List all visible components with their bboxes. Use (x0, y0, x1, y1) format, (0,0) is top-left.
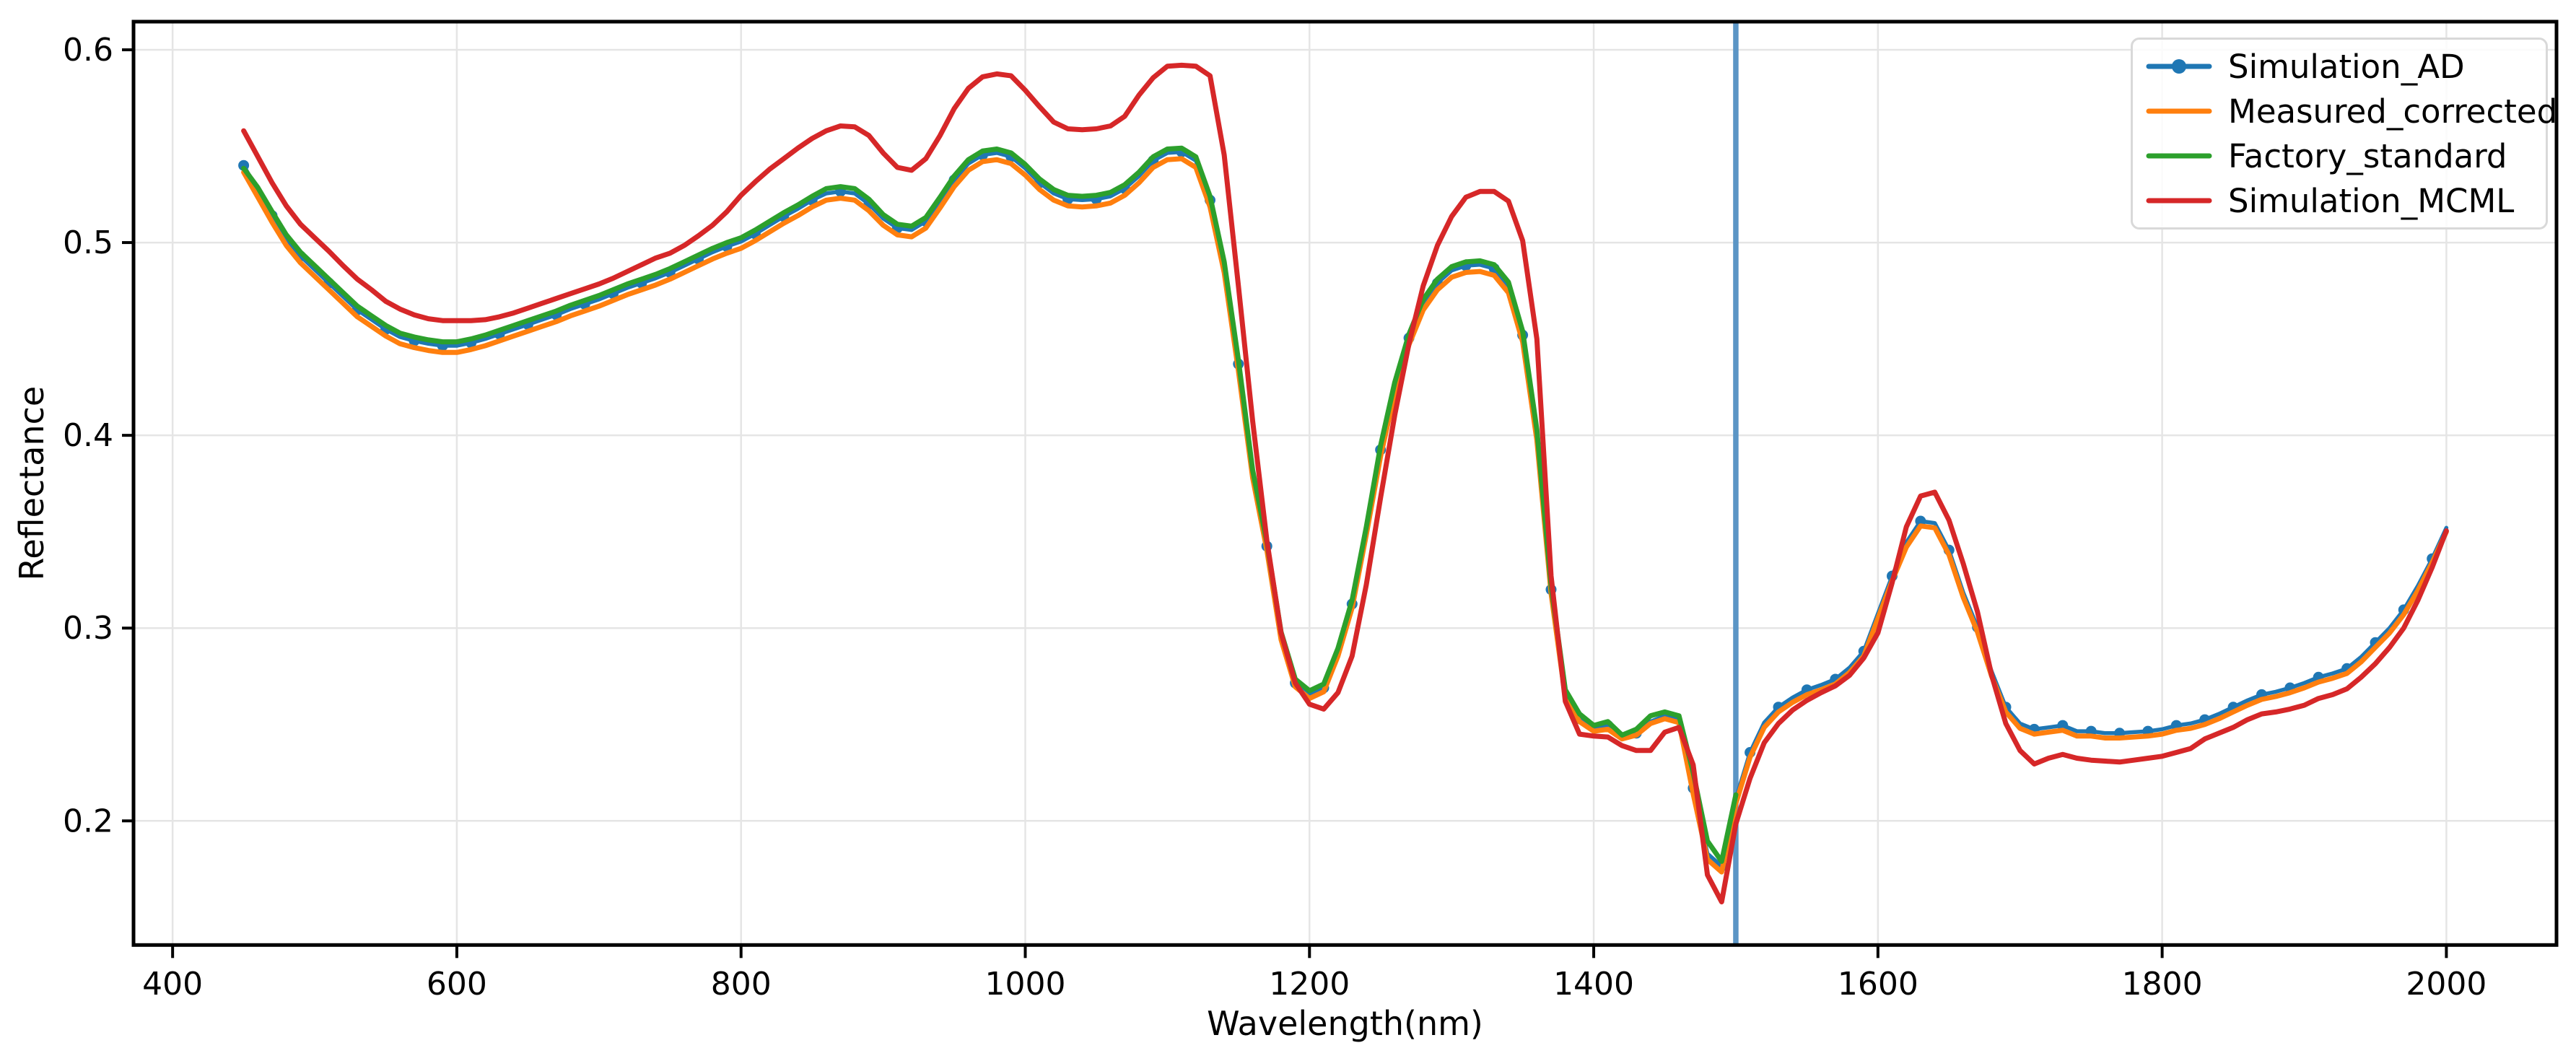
series-line-factory_standard (241, 145, 1739, 864)
legend: Simulation_AD Measured_corrected Factory… (2131, 38, 2557, 230)
y-tick-label: 0.5 (63, 224, 113, 261)
legend-label-measured-corrected: Measured_corrected (2228, 92, 2558, 131)
x-tick-label: 400 (142, 966, 203, 1003)
series-line-measured_corrected (241, 156, 2449, 875)
plot-border (131, 19, 2559, 947)
series-line-simulation_ad (241, 149, 2449, 868)
legend-item-measured-corrected: Measured_corrected (2146, 89, 2557, 133)
legend-label-simulation-mcml: Simulation_MCML (2228, 181, 2515, 220)
y-tick-label: 0.4 (63, 417, 113, 454)
x-axis-label: Wavelength(nm) (1207, 1004, 1483, 1043)
legend-line-with-dot-icon (2146, 59, 2212, 74)
legend-line-icon (2146, 198, 2212, 204)
x-tick-label: 2000 (2406, 966, 2487, 1003)
legend-line-icon (2146, 153, 2212, 159)
x-tick-label: 800 (711, 966, 772, 1003)
y-tick-label: 0.6 (63, 32, 113, 69)
y-axis-label: Reflectance (12, 386, 51, 581)
x-tick-label: 1400 (1553, 966, 1634, 1003)
y-tick-label: 0.3 (63, 610, 113, 647)
x-tick-label: 1600 (1838, 966, 1918, 1003)
legend-item-simulation-ad: Simulation_AD (2146, 45, 2546, 88)
legend-label-factory-standard: Factory_standard (2228, 136, 2507, 175)
legend-label-simulation-ad: Simulation_AD (2228, 47, 2465, 86)
legend-item-factory-standard: Factory_standard (2146, 134, 2546, 178)
x-tick-label: 1000 (985, 966, 1066, 1003)
series-line-simulation_mcml (241, 62, 2449, 904)
x-tick-label: 600 (427, 966, 487, 1003)
y-tick-label: 0.2 (63, 803, 113, 839)
x-tick-label: 1800 (2122, 966, 2203, 1003)
legend-item-simulation-mcml: Simulation_MCML (2146, 179, 2546, 222)
x-tick-label: 1200 (1269, 966, 1350, 1003)
legend-line-icon (2146, 108, 2212, 114)
